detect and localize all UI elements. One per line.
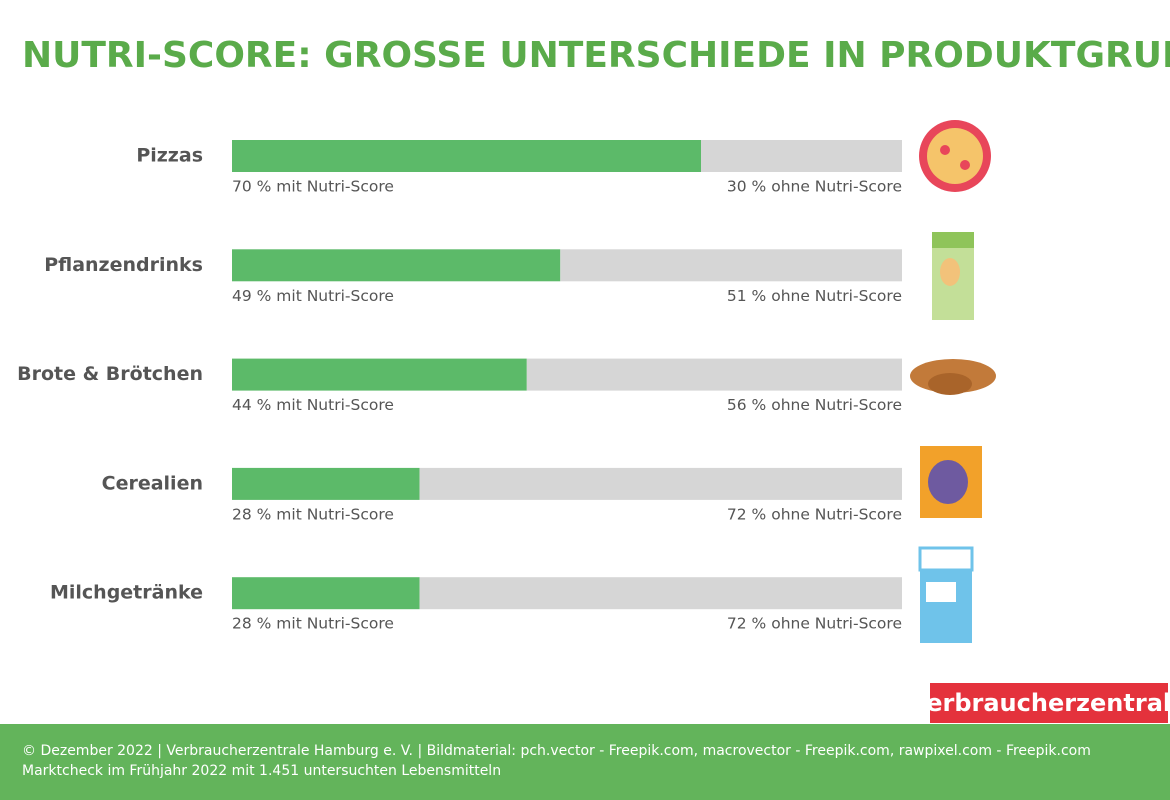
cereal-icon xyxy=(928,460,968,504)
pizza-icon xyxy=(940,145,950,155)
category-label: Milchgetränke xyxy=(50,582,203,604)
pizza-icon xyxy=(927,128,983,184)
drink-icon xyxy=(940,258,960,286)
bar-segment xyxy=(701,140,902,172)
chart-title: NUTRI-SCORE: GROSSE UNTERSCHIEDE IN PROD… xyxy=(22,35,1170,76)
value-label: 49 % mit Nutri-Score xyxy=(232,287,394,305)
value-label: 28 % mit Nutri-Score xyxy=(232,505,394,523)
value-label: 72 % ohne Nutri-Score xyxy=(727,505,902,523)
bar-segment xyxy=(232,358,527,391)
category-label: Cerealien xyxy=(102,472,203,494)
bread-icon xyxy=(928,373,972,395)
bar-segment xyxy=(560,249,902,282)
icons xyxy=(910,120,996,643)
category-label: Pflanzendrinks xyxy=(44,254,203,276)
bar-segment xyxy=(232,467,420,500)
bar-segment xyxy=(232,140,701,172)
milk-icon xyxy=(926,582,956,602)
logo-box xyxy=(930,683,1168,723)
footer-credits: © Dezember 2022 | Verbraucherzentrale Ha… xyxy=(22,743,1091,759)
value-label: 72 % ohne Nutri-Score xyxy=(727,615,902,633)
value-label: 44 % mit Nutri-Score xyxy=(232,396,394,414)
bar-segment xyxy=(232,249,561,282)
value-label: 51 % ohne Nutri-Score xyxy=(727,287,902,305)
footer-note: Marktcheck im Frühjahr 2022 mit 1.451 un… xyxy=(22,763,501,779)
value-label: 28 % mit Nutri-Score xyxy=(232,615,394,633)
pizza-icon xyxy=(960,160,970,170)
bar-segment xyxy=(419,577,902,610)
bar-segment xyxy=(419,467,902,500)
category-label: Brote & Brötchen xyxy=(17,363,203,385)
value-label: 56 % ohne Nutri-Score xyxy=(727,396,902,414)
milk-icon xyxy=(920,568,972,643)
footer xyxy=(0,724,1170,800)
milk-icon xyxy=(918,546,974,572)
category-label: Pizzas xyxy=(136,145,203,167)
bar-segment xyxy=(526,358,902,391)
value-label: 30 % ohne Nutri-Score xyxy=(727,178,902,196)
value-label: 70 % mit Nutri-Score xyxy=(232,178,394,196)
bar-segment xyxy=(232,577,420,610)
logo: verbraucherzentrale xyxy=(911,689,1170,717)
drink-icon xyxy=(932,232,974,248)
